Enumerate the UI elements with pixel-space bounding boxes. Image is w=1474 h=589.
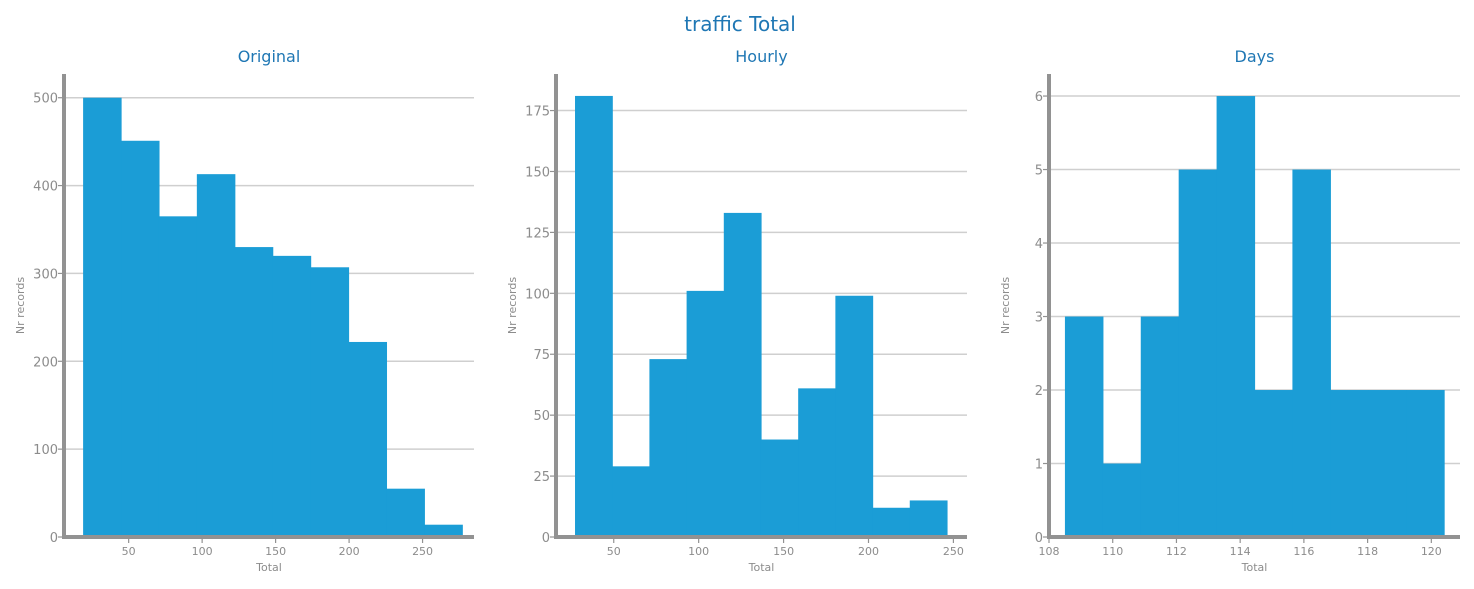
histogram-bar <box>1254 390 1294 537</box>
x-tick-label: 200 <box>339 545 360 558</box>
panel-days: 0 1 2 3 4 5 6 108 110 112 114 116 118 120 Days Total Nr … <box>999 47 1460 574</box>
y-tick-label: 100 <box>33 443 58 458</box>
y-tick-label: 200 <box>33 355 58 370</box>
histogram-bar <box>424 524 463 537</box>
histogram-bar <box>386 488 425 537</box>
panel-title: Days <box>1235 47 1275 66</box>
y-axis-label: Nr records <box>999 277 1012 334</box>
x-axis-label: Total <box>1241 561 1268 574</box>
histogram-bar <box>1368 390 1407 537</box>
histogram-bar <box>835 295 874 537</box>
histogram-bar <box>158 216 198 538</box>
x-tick-label: 112 <box>1166 545 1187 558</box>
y-tick-label: 0 <box>542 531 550 546</box>
x-tick-label: 50 <box>122 545 136 558</box>
x-tick-label: 114 <box>1230 545 1251 558</box>
histogram-bar <box>686 290 725 537</box>
y-tick-label: 5 <box>1035 164 1043 179</box>
y-tick-label: 1 <box>1035 458 1043 473</box>
y-axis-label: Nr records <box>14 277 27 334</box>
histogram-bar <box>1178 169 1218 538</box>
panel-hourly: 0 25 50 75 100 125 150 175 50 100 150 200 250 Hourly T… <box>506 47 967 574</box>
x-tick-label: 250 <box>412 545 433 558</box>
y-tick-label: 125 <box>525 226 550 241</box>
y-tick-label: 300 <box>33 267 58 282</box>
histogram-bar <box>121 140 160 538</box>
y-tick-label: 150 <box>525 165 550 180</box>
panel-title: Original <box>238 47 301 66</box>
y-tick-label: 3 <box>1035 311 1043 326</box>
histogram-bar <box>348 341 388 537</box>
figure-title: traffic Total <box>684 12 796 36</box>
y-tick-label: 0 <box>1035 531 1043 546</box>
histogram-bar <box>760 439 799 537</box>
histogram-bar <box>1406 390 1445 537</box>
histogram-bar <box>872 507 911 537</box>
histogram-bar <box>196 174 236 538</box>
panel-title: Hourly <box>735 47 787 66</box>
x-tick-label: 200 <box>858 545 879 558</box>
x-axis-label: Total <box>255 561 282 574</box>
y-tick-label: 2 <box>1035 384 1043 399</box>
histogram-bar <box>575 95 613 537</box>
y-tick-label: 25 <box>533 470 550 485</box>
histogram-bar <box>83 97 122 537</box>
histogram-bar <box>310 267 350 537</box>
histogram-bar <box>1330 390 1369 537</box>
x-axis-label: Total <box>748 561 775 574</box>
histogram-bar <box>649 359 688 537</box>
histogram-bar <box>798 388 836 537</box>
y-tick-label: 0 <box>50 531 58 546</box>
y-tick-label: 50 <box>533 409 550 424</box>
histogram-bar <box>1140 316 1180 537</box>
x-tick-label: 110 <box>1102 545 1123 558</box>
y-tick-label: 75 <box>533 348 550 363</box>
panel-original: 0 100 200 300 400 500 50 100 150 200 250 Original To… <box>14 47 474 574</box>
y-tick-label: 400 <box>33 180 58 195</box>
x-tick-label: 118 <box>1357 545 1378 558</box>
histogram-bar <box>272 255 312 537</box>
histogram-bar <box>1064 316 1104 537</box>
y-tick-label: 175 <box>525 105 550 120</box>
y-tick-label: 500 <box>33 92 58 107</box>
y-tick-label: 4 <box>1035 237 1043 252</box>
x-tick-label: 50 <box>607 545 621 558</box>
x-tick-label: 150 <box>773 545 794 558</box>
x-tick-label: 250 <box>943 545 964 558</box>
x-tick-label: 108 <box>1039 545 1060 558</box>
x-tick-label: 150 <box>265 545 286 558</box>
histogram-bar <box>1292 169 1331 538</box>
histogram-bar <box>612 466 651 537</box>
histogram-bar <box>723 212 762 537</box>
x-tick-label: 120 <box>1421 545 1442 558</box>
x-tick-label: 100 <box>688 545 709 558</box>
x-tick-label: 116 <box>1293 545 1314 558</box>
y-tick-label: 100 <box>525 287 550 302</box>
histogram-bar <box>234 247 274 537</box>
histogram-bar <box>909 500 948 537</box>
y-tick-label: 6 <box>1035 90 1043 105</box>
histogram-bar <box>1102 463 1142 537</box>
x-tick-label: 100 <box>192 545 213 558</box>
y-axis-label: Nr records <box>506 277 519 334</box>
histogram-bar <box>1216 96 1256 538</box>
